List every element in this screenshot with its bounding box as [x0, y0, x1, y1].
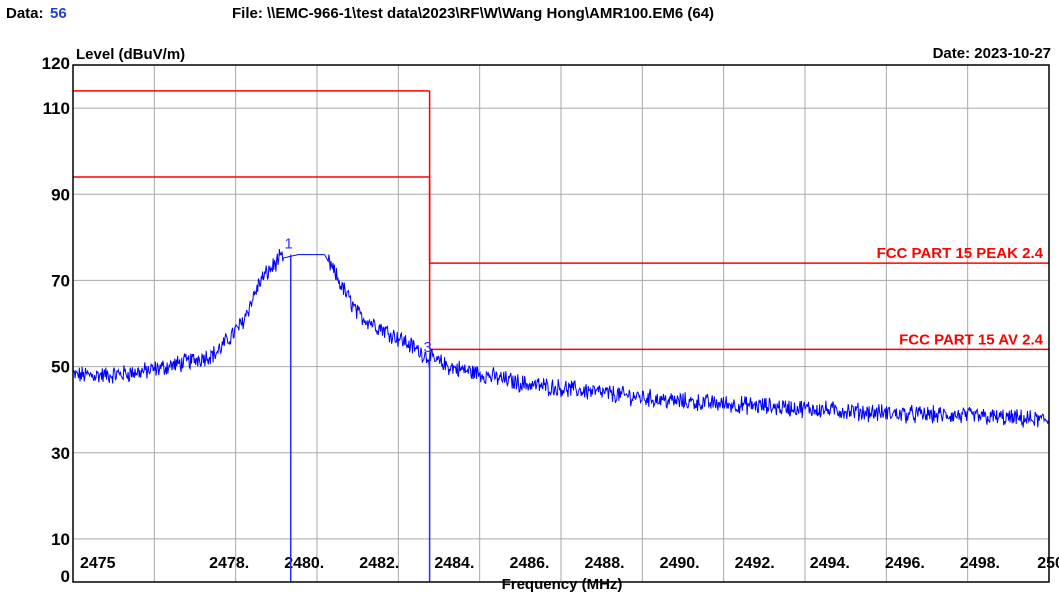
x-tick-label: 2490.: [660, 555, 700, 572]
y-tick-label: 110: [43, 99, 70, 118]
y-tick-label: 90: [51, 185, 70, 204]
test-date: Date: 2023-10-27: [933, 45, 1051, 62]
x-tick-label: 2484.: [434, 555, 474, 572]
y-axis-label: Level (dBuV/m): [76, 46, 185, 63]
y-tick-label: 70: [51, 271, 70, 290]
data-label: Data:: [6, 5, 44, 22]
x-tick-label: 2500: [1037, 555, 1059, 572]
plot-frame: [72, 64, 1050, 583]
grid-lines: [73, 65, 1049, 582]
x-tick-label: 2498.: [960, 555, 1000, 572]
trace-group: [72, 248, 1050, 428]
limit-line-label: FCC PART 15 AV 2.4: [899, 331, 1044, 348]
x-tick-label: 2488.: [585, 555, 625, 572]
x-tick-label: 2492.: [735, 555, 775, 572]
limit-lines: FCC PART 15 PEAK 2.4 FCC PART 15 AV 2.4: [73, 90, 1049, 351]
x-tick-label: 2496.: [885, 555, 925, 572]
y-tick-label: 10: [51, 530, 70, 549]
data-value: 56: [50, 5, 67, 22]
y-tick-label: 50: [51, 358, 70, 377]
y-tick-labels: 0 10 30 50 70 90 110 120: [42, 54, 70, 586]
y-tick-label: 30: [51, 444, 70, 463]
y-tick-label: 0: [61, 567, 70, 586]
x-tick-label: 2494.: [810, 555, 850, 572]
marker-label: 1: [285, 236, 293, 253]
limit-line-label: FCC PART 15 PEAK 2.4: [877, 245, 1044, 262]
x-tick-labels: 2475 2478. 2480. 2482. 2484. 2486. 2488. 2490. 2…: [80, 555, 1059, 572]
x-tick-label: 2482.: [359, 555, 399, 572]
x-tick-label: 2480.: [284, 555, 324, 572]
spectrum-trace: [72, 248, 1050, 428]
x-tick-label: 2475: [80, 555, 116, 572]
marker-group: 13: [285, 236, 432, 582]
marker-label: 3: [423, 339, 431, 356]
x-tick-label: 2486.: [509, 555, 549, 572]
x-axis-label: Frequency (MHz): [502, 576, 623, 593]
y-tick-label: 120: [42, 54, 70, 73]
file-path: File: \\EMC-966-1\test data\2023\RF\W\Wa…: [232, 5, 714, 22]
x-tick-label: 2478.: [209, 555, 249, 572]
